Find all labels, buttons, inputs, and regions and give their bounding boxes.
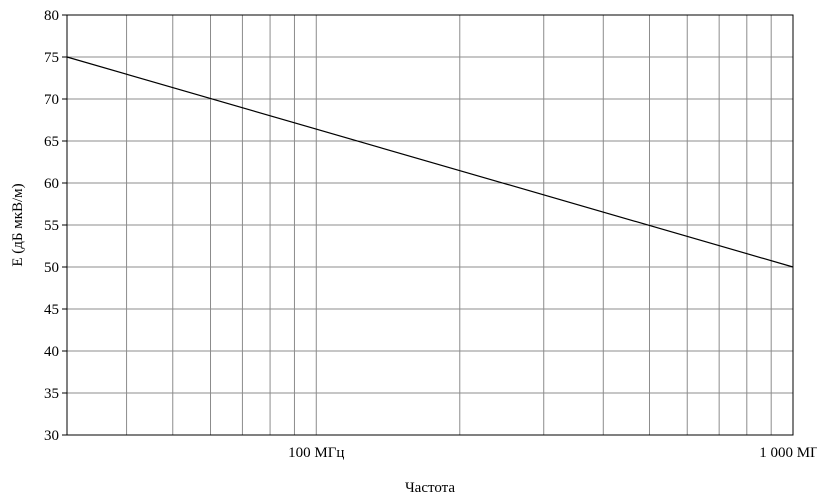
x-axis-title: Частота	[405, 480, 455, 496]
x-tick-label: 1 000 МГц	[759, 445, 817, 461]
y-tick-label: 35	[44, 386, 59, 402]
y-axis-ticks: 30 35 40 45 50 55 60 65 70 75 80	[44, 8, 67, 444]
x-tick-label: 100 МГц	[288, 445, 344, 461]
y-tick-label: 50	[44, 260, 59, 276]
series-layer	[66, 56, 794, 268]
y-tick-label: 55	[44, 218, 59, 234]
x-axis-ticks: 100 МГц 1 000 МГц	[288, 445, 817, 461]
y-tick-label: 30	[44, 428, 59, 444]
y-tick-label: 45	[44, 302, 59, 318]
y-tick-label: 40	[44, 344, 59, 360]
y-tick-label: 70	[44, 92, 59, 108]
series-line	[66, 56, 794, 268]
y-tick-label: 75	[44, 50, 59, 66]
y-tick-label: 80	[44, 8, 59, 24]
y-tick-label: 65	[44, 134, 59, 150]
y-tick-label: 60	[44, 176, 59, 192]
y-axis-title: E (дБ мкВ/м)	[10, 183, 26, 266]
grid	[67, 14, 793, 436]
